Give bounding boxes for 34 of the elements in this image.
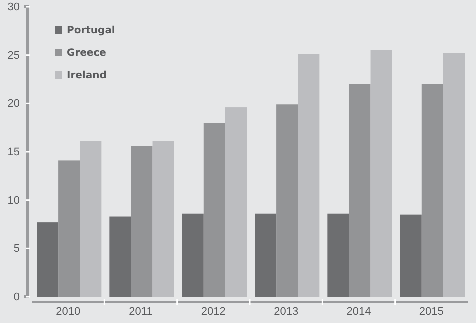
bar — [131, 146, 153, 297]
x-tick-label: 2014 — [346, 306, 372, 318]
y-tick-label: 20 — [8, 98, 20, 110]
x-tick-label: 2010 — [56, 306, 81, 318]
y-tick-label: 30 — [8, 2, 20, 14]
x-tick-label: 2015 — [419, 306, 444, 318]
y-tick-label: 15 — [8, 146, 20, 159]
y-tick-label: 0 — [14, 292, 20, 304]
x-tick-label: 2011 — [129, 306, 153, 318]
bar — [370, 50, 392, 297]
bar — [58, 160, 80, 297]
bar — [298, 54, 320, 297]
y-tick-label: 5 — [14, 243, 20, 256]
x-tick-label: 2012 — [201, 306, 226, 318]
y-tick-label: 25 — [8, 50, 20, 62]
bar — [422, 84, 444, 297]
x-tick-label: 2013 — [274, 306, 299, 318]
bar — [328, 214, 350, 297]
bar — [443, 53, 465, 297]
bar — [152, 141, 174, 297]
bar — [349, 84, 371, 297]
y-tick-label: 10 — [8, 194, 20, 207]
bar — [276, 104, 298, 297]
bar — [225, 108, 247, 297]
bar — [400, 214, 422, 297]
legend-label: Ireland — [67, 70, 107, 82]
bar — [204, 123, 226, 297]
bar — [37, 222, 59, 297]
legend-label: Portugal — [67, 26, 116, 36]
bar — [182, 214, 204, 297]
bar — [80, 141, 102, 297]
bar — [110, 216, 132, 297]
bar — [255, 214, 277, 297]
legend-label: Greece — [67, 48, 107, 59]
